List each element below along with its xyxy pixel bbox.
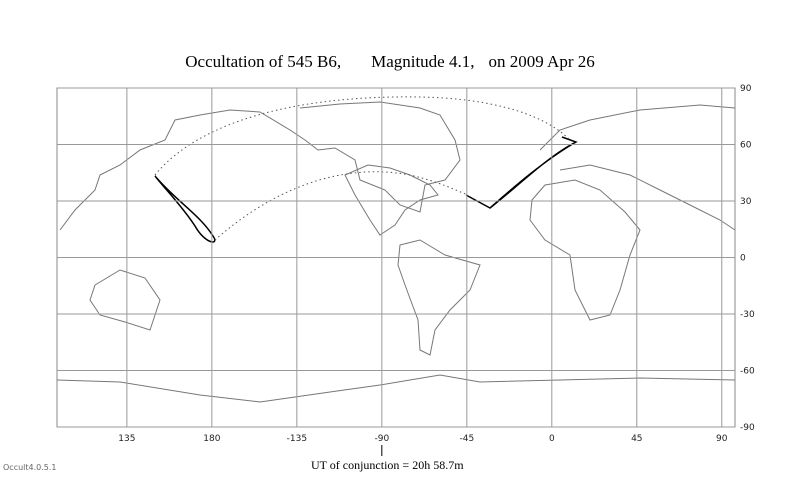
y-tick-label: -30 <box>740 310 755 320</box>
y-tick-label: 90 <box>740 84 752 94</box>
x-tick-label: -90 <box>374 434 389 444</box>
coast-north <box>59 101 461 231</box>
x-tick-label: 45 <box>631 434 642 444</box>
coast-eurasia <box>539 104 736 231</box>
limit-line <box>214 171 469 241</box>
title-part: Occultation of 545 B6, <box>185 52 341 71</box>
y-tick-label: -90 <box>740 423 755 433</box>
title-part: on 2009 Apr 26 <box>488 52 594 71</box>
y-tick-label: 60 <box>740 141 752 151</box>
coast-south-america <box>397 239 481 356</box>
x-tick-label: -45 <box>459 434 474 444</box>
pacific-path <box>154 175 216 243</box>
coast-antarctica <box>56 374 736 403</box>
y-tick-label: 0 <box>740 254 746 264</box>
title-part: Magnitude 4.1, <box>371 52 474 71</box>
conjunction-label: UT of conjunction = 20h 58.7m <box>311 458 464 472</box>
x-tick-label: 135 <box>118 434 135 444</box>
y-tick-label: -60 <box>740 367 755 377</box>
coast-australia <box>89 269 161 331</box>
version: Occult4.0.5.1 <box>3 463 57 472</box>
limit-line <box>154 96 571 176</box>
coastlines <box>56 101 736 403</box>
x-tick-label: 0 <box>549 434 555 444</box>
y-tick-label: 30 <box>740 197 752 207</box>
title: Occultation of 545 B6, Magnitude 4.1, on 2… <box>185 52 594 71</box>
x-tick-label: 180 <box>203 434 220 444</box>
coast-africa <box>529 179 641 321</box>
atlantic-path <box>465 136 578 209</box>
occultation-paths <box>154 96 578 243</box>
x-tick-label: 90 <box>716 434 728 444</box>
x-tick-label: -135 <box>287 434 307 444</box>
